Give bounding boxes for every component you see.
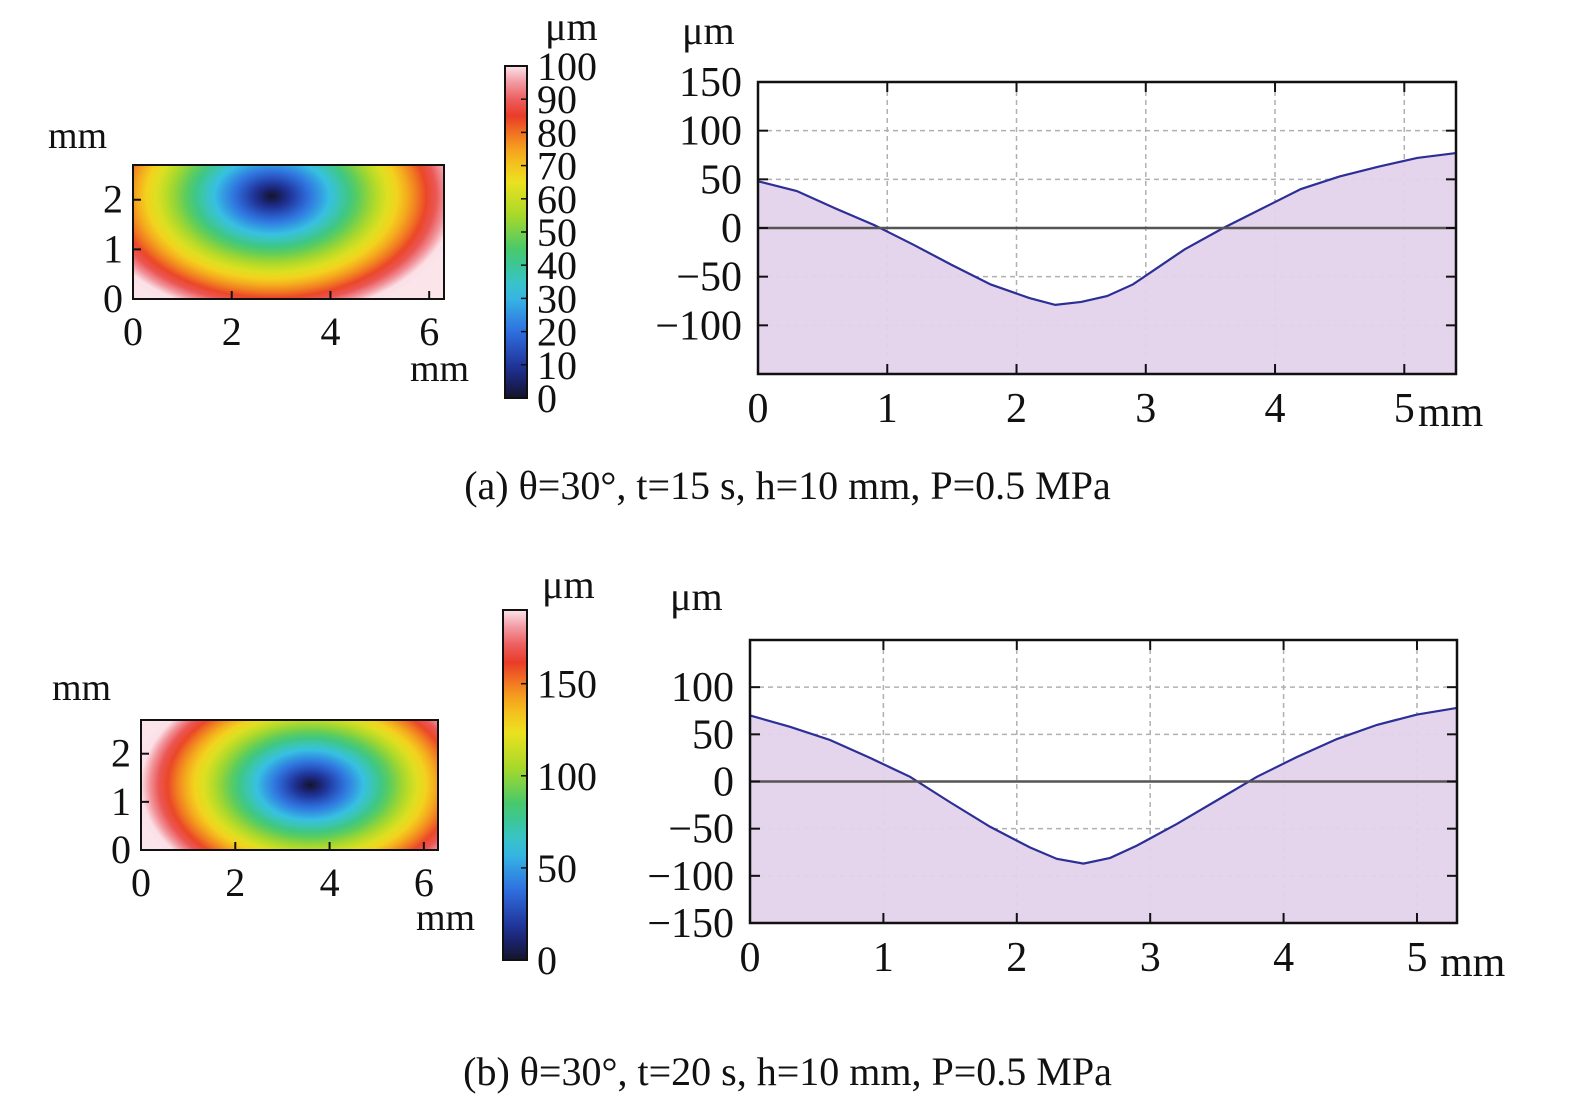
heatmap-xtick-label: 6 [414, 860, 434, 905]
profile-ytick-label: 100 [679, 109, 742, 155]
profile-xtick-label: 2 [1006, 935, 1027, 981]
profile-x-unit: mm [1440, 940, 1506, 986]
profile-x-unit: mm [1418, 390, 1484, 436]
profile-line [750, 706, 1457, 865]
panel-a: 0 2 4 6 0 1 2 mm mm 0 10 20 30 40 50 60 70 80 90 100 μm 0 1 2 3 4… [0, 0, 1575, 540]
caption-a: (a) θ=30°, t=15 s, h=10 mm, P=0.5 MPa [464, 463, 1111, 508]
profile-xtick-label: 0 [748, 386, 769, 432]
heatmap-xtick-label: 6 [419, 309, 439, 354]
profile-ytick-label: −50 [676, 255, 742, 301]
profile-ytick-label: 0 [721, 206, 742, 252]
heatmap-image [133, 165, 444, 299]
heatmap-y-unit: mm [48, 115, 107, 157]
heatmap-ytick-label: 0 [103, 276, 123, 321]
profile-xtick-label: 0 [740, 935, 761, 981]
colorbar-tick-label: 30 [537, 276, 577, 321]
profile-y-unit: μm [670, 574, 723, 619]
heatmap-frame [140, 719, 439, 851]
colorbar-tick-label: 0 [537, 376, 557, 421]
heatmap-ytick-label: 1 [111, 779, 131, 824]
colorbar-tick-label: 70 [537, 144, 577, 189]
profile-xtick-label: 5 [1394, 386, 1415, 432]
heatmap-x-unit: mm [416, 897, 475, 939]
profile-ytick-label: 50 [700, 157, 742, 203]
profile-xtick-label: 2 [1006, 386, 1027, 432]
profile-xtick-label: 1 [873, 935, 894, 981]
profile-line [758, 151, 1456, 307]
profile-xtick-label: 4 [1273, 935, 1294, 981]
heatmap-xtick-label: 4 [320, 860, 340, 905]
colorbar-tick-label: 80 [537, 110, 577, 155]
caption-b: (b) θ=30°, t=20 s, h=10 mm, P=0.5 MPa [463, 1049, 1112, 1094]
colorbar-tick-label: 150 [537, 662, 597, 707]
profile-ytick-label: 0 [713, 760, 734, 806]
profile-ytick-label: 150 [679, 60, 742, 106]
colorbar-tick-label: 0 [537, 938, 557, 983]
colorbar-tick-label: 20 [537, 310, 577, 355]
heatmap-xtick-label: 0 [123, 309, 143, 354]
profile-ytick-label: −50 [668, 807, 734, 853]
colorbar-tick-label: 100 [537, 754, 597, 799]
heatmap-xtick-label: 2 [225, 860, 245, 905]
panel-b: 0 2 4 6 0 1 2 mm mm 0 50 100 150 μm 0 1 2 3 4 5 100 50 0 −50 −10… [0, 560, 1575, 1103]
colorbar-tick-label: 50 [537, 210, 577, 255]
profile-xtick-label: 4 [1265, 386, 1286, 432]
heatmap-xtick-label: 2 [222, 309, 242, 354]
heatmap-pit [141, 720, 438, 850]
profile-ytick-label: 50 [692, 712, 734, 758]
colorbar-tick-label: 10 [537, 343, 577, 388]
profile-area [758, 153, 1456, 374]
heatmap-xtick-label: 4 [320, 309, 340, 354]
colorbar [502, 609, 528, 961]
profile-xtick-label: 3 [1140, 935, 1161, 981]
profile-plot-area [758, 82, 1456, 374]
heatmap-pit [133, 165, 444, 299]
colorbar-tick-label: 60 [537, 177, 577, 222]
profile-xtick-label: 5 [1406, 935, 1427, 981]
colorbar-unit: μm [542, 562, 595, 607]
colorbar-tick-label: 100 [537, 44, 597, 89]
colorbar-tick-label: 50 [537, 846, 577, 891]
profile-y-unit: μm [682, 8, 735, 53]
colorbar-tick-label: 90 [537, 77, 577, 122]
heatmap-image [141, 720, 438, 850]
profile-plot-area [750, 640, 1457, 923]
profile-xtick-label: 1 [877, 386, 898, 432]
profile-area [750, 707, 1457, 923]
heatmap-ytick-label: 2 [103, 177, 123, 222]
profile-xtick-label: 3 [1135, 386, 1156, 432]
profile-ytick-label: −150 [647, 901, 734, 947]
colorbar-tick-label: 40 [537, 243, 577, 288]
profile-ytick-label: −100 [655, 303, 742, 349]
heatmap-x-unit: mm [410, 348, 469, 390]
heatmap-ytick-label: 2 [111, 731, 131, 776]
profile-ytick-label: 100 [671, 665, 734, 711]
colorbar-unit: μm [545, 4, 598, 49]
heatmap-y-unit: mm [52, 667, 111, 709]
heatmap-frame [132, 164, 445, 300]
heatmap-ytick-label: 1 [103, 226, 123, 271]
profile-ytick-label: −100 [647, 854, 734, 900]
heatmap-xtick-label: 0 [131, 860, 151, 905]
heatmap-ytick-label: 0 [111, 827, 131, 872]
